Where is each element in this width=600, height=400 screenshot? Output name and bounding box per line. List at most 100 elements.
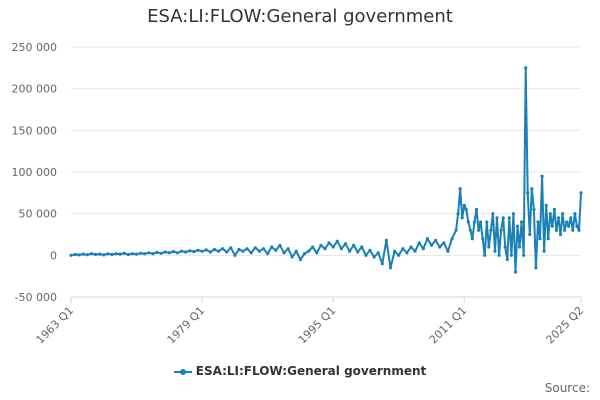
data-point[interactable] (522, 253, 526, 257)
data-point[interactable] (335, 239, 339, 243)
data-point[interactable] (456, 212, 460, 216)
data-point[interactable] (69, 253, 73, 257)
data-point[interactable] (216, 249, 221, 253)
data-point[interactable] (307, 249, 311, 253)
data-point[interactable] (503, 245, 507, 249)
data-point[interactable] (515, 224, 520, 228)
data-point[interactable] (518, 245, 522, 249)
data-point[interactable] (364, 253, 368, 257)
data-point[interactable] (159, 251, 163, 255)
data-point[interactable] (376, 251, 380, 255)
data-point[interactable] (237, 247, 241, 252)
data-point[interactable] (286, 247, 290, 251)
data-point[interactable] (225, 250, 229, 254)
data-point[interactable] (208, 250, 212, 254)
data-point[interactable] (106, 252, 110, 256)
data-point[interactable] (196, 248, 200, 252)
data-point[interactable] (567, 224, 571, 228)
data-point[interactable] (180, 249, 184, 253)
data-point[interactable] (493, 249, 497, 253)
data-point[interactable] (425, 237, 429, 241)
data-point[interactable] (143, 252, 147, 256)
data-point[interactable] (532, 207, 536, 212)
data-point[interactable] (429, 243, 434, 247)
data-point[interactable] (151, 252, 155, 256)
data-point[interactable] (134, 252, 139, 256)
data-point[interactable] (393, 249, 397, 253)
data-point[interactable] (290, 255, 294, 259)
data-point[interactable] (470, 237, 474, 241)
data-point[interactable] (479, 220, 483, 224)
data-point[interactable] (126, 252, 130, 257)
data-point[interactable] (233, 253, 237, 257)
data-point[interactable] (274, 248, 278, 252)
data-point[interactable] (282, 251, 286, 255)
data-point[interactable] (384, 238, 388, 242)
data-point[interactable] (315, 251, 319, 255)
data-point[interactable] (438, 245, 442, 249)
data-point[interactable] (118, 252, 122, 256)
data-point[interactable] (501, 216, 505, 220)
data-point[interactable] (73, 252, 77, 257)
data-point[interactable] (77, 253, 81, 257)
data-point[interactable] (477, 228, 481, 232)
data-point[interactable] (462, 203, 466, 207)
data-point[interactable] (261, 247, 266, 251)
data-point[interactable] (278, 243, 282, 247)
data-point[interactable] (245, 247, 249, 251)
data-point[interactable] (540, 174, 544, 178)
data-point[interactable] (579, 191, 583, 195)
data-point[interactable] (563, 228, 567, 232)
data-point[interactable] (204, 248, 208, 252)
data-point[interactable] (485, 220, 489, 224)
data-point[interactable] (489, 228, 493, 232)
data-point[interactable] (413, 249, 417, 253)
data-point[interactable] (175, 251, 180, 255)
data-point[interactable] (550, 224, 554, 228)
data-point[interactable] (81, 252, 85, 256)
data-point[interactable] (536, 220, 540, 224)
source-label[interactable]: Source: (544, 381, 590, 395)
data-point[interactable] (311, 245, 315, 249)
data-point[interactable] (421, 247, 425, 251)
data-point[interactable] (446, 249, 450, 253)
data-point[interactable] (460, 216, 464, 220)
data-point[interactable] (548, 212, 552, 216)
data-point[interactable] (573, 212, 577, 216)
data-point[interactable] (184, 250, 188, 254)
data-point[interactable] (542, 249, 546, 253)
data-point[interactable] (546, 237, 550, 241)
data-point[interactable] (188, 249, 192, 253)
data-point[interactable] (511, 212, 515, 216)
data-point[interactable] (571, 228, 575, 232)
legend[interactable]: ESA:LI:FLOW:General government (0, 364, 600, 378)
data-point[interactable] (171, 250, 175, 254)
data-point[interactable] (464, 207, 468, 212)
data-point[interactable] (327, 241, 331, 245)
data-point[interactable] (167, 251, 171, 255)
data-point[interactable] (468, 228, 472, 232)
data-point[interactable] (249, 251, 253, 255)
data-point[interactable] (241, 249, 245, 253)
data-point[interactable] (491, 212, 495, 216)
data-point[interactable] (458, 187, 462, 191)
data-point[interactable] (417, 241, 421, 245)
data-point[interactable] (147, 251, 151, 255)
data-point[interactable] (98, 252, 102, 256)
series-line[interactable] (70, 66, 582, 273)
data-point[interactable] (434, 238, 438, 242)
data-point[interactable] (454, 228, 458, 232)
data-point[interactable] (257, 249, 261, 253)
data-point[interactable] (139, 251, 143, 255)
data-point[interactable] (212, 247, 216, 252)
data-point[interactable] (110, 252, 114, 257)
data-point[interactable] (368, 248, 372, 252)
data-point[interactable] (466, 220, 470, 224)
data-point[interactable] (575, 224, 579, 228)
data-point[interactable] (577, 228, 581, 232)
data-point[interactable] (495, 216, 499, 220)
data-point[interactable] (497, 253, 501, 257)
data-point[interactable] (360, 245, 364, 249)
data-point[interactable] (348, 249, 352, 253)
data-point[interactable] (409, 245, 413, 249)
